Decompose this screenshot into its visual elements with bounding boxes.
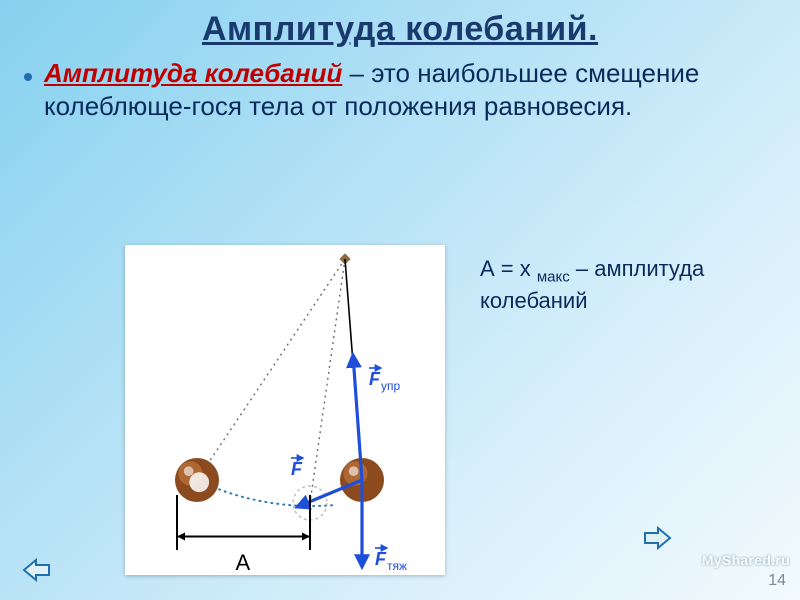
formula-line1-post: – амплитуда: [570, 256, 705, 281]
slide-title: Амплитуда колебаний.: [0, 0, 800, 49]
bullet-icon: [24, 73, 32, 81]
svg-text:F: F: [369, 369, 381, 389]
svg-text:тяж: тяж: [387, 559, 407, 573]
definition-text: Амплитуда колебаний – это наибольшее сме…: [44, 57, 776, 122]
pendulum-svg: FупрFFтяжА: [125, 245, 445, 575]
definition-block: Амплитуда колебаний – это наибольшее сме…: [0, 49, 800, 122]
watermark-text: MySharеd.ru: [702, 552, 790, 568]
svg-text:F: F: [375, 549, 387, 569]
svg-text:F: F: [291, 459, 303, 479]
svg-text:упр: упр: [381, 379, 400, 393]
pendulum-diagram: FупрFFтяжА: [125, 245, 445, 575]
svg-text:А: А: [236, 550, 251, 575]
nav-next-button[interactable]: [638, 520, 680, 556]
term-text: Амплитуда колебаний: [44, 58, 342, 88]
page-number: 14: [768, 572, 786, 590]
formula-sub: макс: [537, 268, 570, 285]
formula-block: А = х макс – амплитуда колебаний: [480, 255, 704, 315]
formula-line2: колебаний: [480, 288, 588, 313]
formula-line1-pre: А = х: [480, 256, 537, 281]
nav-prev-button[interactable]: [14, 552, 56, 588]
